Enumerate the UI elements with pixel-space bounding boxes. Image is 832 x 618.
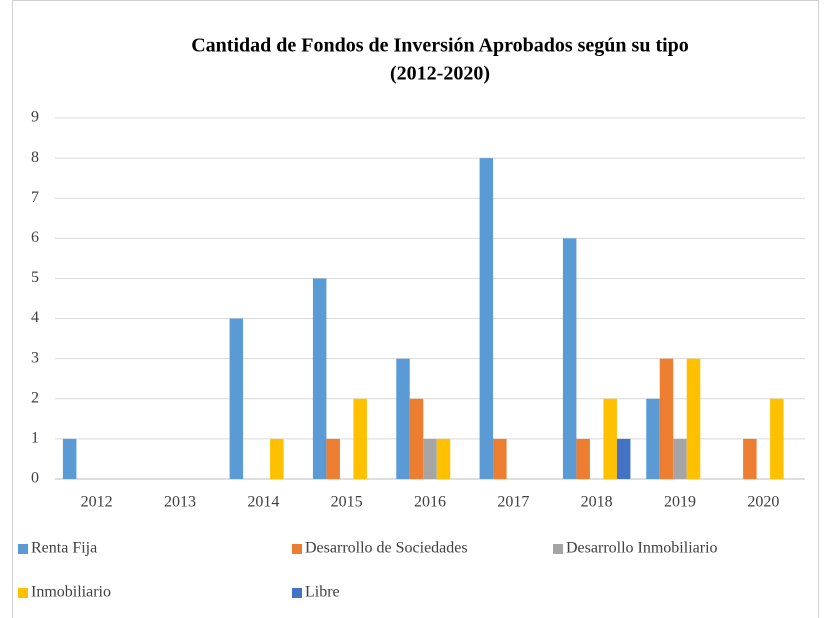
chart-title: (2012-2020) <box>390 63 490 85</box>
bar <box>479 158 494 479</box>
bar <box>646 398 660 479</box>
y-tick-label: 8 <box>31 149 39 166</box>
x-tick-label: 2018 <box>581 494 613 511</box>
bar <box>686 358 701 479</box>
x-tick-label: 2019 <box>664 494 696 511</box>
x-tick-label: 2020 <box>747 494 779 511</box>
bar <box>62 438 77 479</box>
x-tick-label: 2012 <box>81 494 113 511</box>
bar <box>562 238 577 479</box>
legend-swatch <box>18 544 28 554</box>
bar <box>603 398 617 479</box>
bar <box>616 438 631 479</box>
bar <box>353 398 367 479</box>
y-tick-label: 2 <box>31 389 39 406</box>
bar <box>493 438 507 479</box>
chart-frame <box>12 0 819 618</box>
bar <box>396 358 410 479</box>
bar <box>436 438 451 479</box>
x-tick-label: 2016 <box>414 494 446 511</box>
legend-swatch <box>292 544 302 554</box>
bar <box>312 278 327 479</box>
bar <box>770 398 784 479</box>
x-tick-label: 2017 <box>497 494 529 511</box>
x-tick-label: 2014 <box>247 494 279 511</box>
chart-title: Cantidad de Fondos de Inversión Aprobado… <box>191 35 689 57</box>
legend-label: Libre <box>305 584 340 601</box>
bar <box>270 438 284 479</box>
bar <box>409 398 424 479</box>
y-tick-label: 7 <box>31 189 39 206</box>
legend-label: Inmobiliario <box>31 584 111 601</box>
legend-swatch <box>18 588 28 598</box>
y-tick-label: 1 <box>31 430 39 447</box>
x-tick-label: 2013 <box>164 494 196 511</box>
y-tick-label: 3 <box>31 349 39 366</box>
y-tick-label: 0 <box>31 470 39 487</box>
y-tick-label: 5 <box>31 269 39 286</box>
bar <box>576 438 590 479</box>
legend-swatch <box>553 544 563 554</box>
bar <box>673 438 687 479</box>
y-tick-label: 4 <box>31 309 39 326</box>
legend-label: Desarrollo de Sociedades <box>305 540 468 557</box>
x-tick-label: 2015 <box>331 494 363 511</box>
legend-label: Desarrollo Inmobiliario <box>566 540 718 557</box>
y-tick-label: 9 <box>31 109 39 126</box>
bar <box>326 438 340 479</box>
bar <box>659 358 674 479</box>
y-tick-label: 6 <box>31 229 39 246</box>
bar <box>423 438 437 479</box>
bar <box>229 318 244 479</box>
bar <box>743 438 757 479</box>
legend-label: Renta Fija <box>31 540 97 557</box>
legend-swatch <box>292 588 302 598</box>
